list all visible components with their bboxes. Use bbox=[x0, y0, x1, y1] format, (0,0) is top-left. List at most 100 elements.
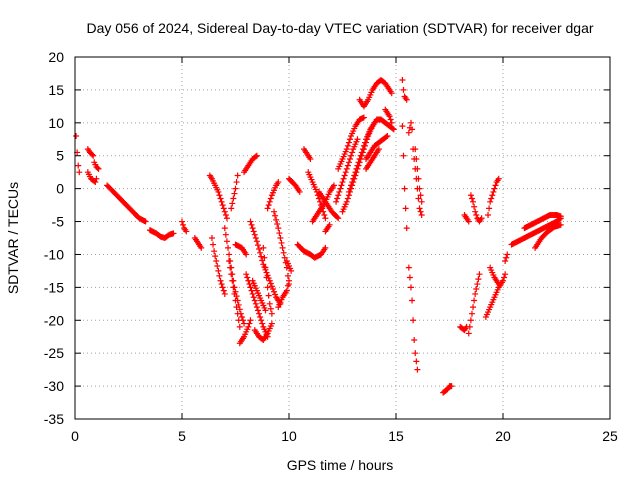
data-point bbox=[170, 230, 177, 237]
data-point bbox=[264, 272, 271, 279]
data-point bbox=[487, 198, 494, 205]
data-point bbox=[256, 245, 263, 252]
data-point bbox=[356, 156, 363, 163]
data-point bbox=[217, 195, 224, 202]
data-point bbox=[345, 159, 352, 166]
data-point bbox=[448, 383, 455, 390]
data-point bbox=[296, 188, 303, 195]
data-point bbox=[271, 208, 278, 215]
data-point bbox=[266, 198, 273, 205]
data-point bbox=[359, 146, 366, 153]
data-point bbox=[257, 313, 264, 320]
x-tick-label: 5 bbox=[178, 428, 186, 444]
data-point bbox=[413, 358, 420, 365]
y-tick-label: 20 bbox=[48, 49, 64, 65]
data-point bbox=[288, 267, 295, 274]
data-point bbox=[243, 251, 250, 258]
data-point bbox=[219, 202, 226, 209]
data-point bbox=[410, 317, 417, 324]
data-point bbox=[351, 172, 358, 179]
data-point bbox=[230, 195, 237, 202]
data-point bbox=[247, 218, 254, 225]
data-point bbox=[340, 175, 347, 182]
data-point bbox=[557, 213, 564, 220]
data-point bbox=[418, 211, 425, 218]
data-point bbox=[412, 350, 419, 357]
data-point bbox=[360, 142, 367, 149]
data-point bbox=[500, 277, 506, 284]
data-point bbox=[402, 205, 409, 212]
data-point bbox=[272, 212, 279, 219]
data-point bbox=[267, 195, 274, 202]
data-point bbox=[261, 264, 268, 271]
data-point bbox=[254, 242, 261, 249]
data-point bbox=[371, 119, 378, 126]
grid bbox=[75, 57, 610, 419]
data-point bbox=[252, 235, 259, 241]
y-tick-label: -25 bbox=[44, 345, 64, 361]
data-point bbox=[344, 142, 351, 149]
data-point bbox=[265, 275, 272, 282]
data-point bbox=[262, 266, 269, 273]
data-point bbox=[212, 253, 219, 260]
data-point bbox=[467, 192, 474, 199]
y-tick-label: 10 bbox=[48, 115, 64, 131]
data-point bbox=[233, 304, 240, 311]
data-point bbox=[92, 179, 99, 186]
data-point bbox=[210, 241, 217, 248]
data-point bbox=[418, 198, 425, 205]
data-point bbox=[468, 195, 475, 202]
data-point bbox=[330, 182, 337, 189]
data-point bbox=[250, 228, 257, 235]
x-tick-label: 10 bbox=[281, 428, 297, 444]
data-point bbox=[245, 323, 252, 330]
data-point bbox=[243, 271, 250, 278]
data-point bbox=[326, 221, 333, 228]
data-point bbox=[223, 215, 230, 222]
data-point bbox=[485, 211, 492, 218]
data-point bbox=[269, 286, 276, 293]
y-tick-labels: -35 -30 -25 -20 -15 -10 -5 0 5 10 15 20 bbox=[44, 49, 64, 427]
data-point bbox=[248, 287, 255, 294]
data-point bbox=[383, 133, 390, 140]
data-point bbox=[348, 152, 355, 159]
data-point bbox=[284, 272, 291, 279]
data-point bbox=[253, 238, 260, 245]
data-point bbox=[467, 317, 474, 324]
data-point bbox=[230, 284, 237, 291]
data-point bbox=[343, 146, 350, 153]
data-point bbox=[338, 182, 345, 189]
data-point bbox=[277, 235, 284, 241]
data-point bbox=[253, 304, 260, 311]
data-point bbox=[346, 156, 353, 163]
data-point bbox=[234, 310, 241, 317]
data-point bbox=[350, 175, 357, 182]
data-point bbox=[232, 185, 239, 192]
data-point bbox=[388, 90, 395, 97]
data-point bbox=[486, 205, 493, 212]
data-point bbox=[222, 211, 229, 218]
data-point bbox=[217, 277, 224, 284]
data-point bbox=[346, 136, 353, 143]
data-point bbox=[238, 313, 245, 320]
data-point bbox=[343, 165, 350, 172]
data-point bbox=[256, 310, 263, 317]
data-point bbox=[322, 244, 329, 251]
data-point bbox=[401, 185, 408, 192]
data-point bbox=[353, 165, 360, 172]
data-point bbox=[407, 119, 414, 126]
data-point bbox=[405, 129, 412, 136]
data-point bbox=[265, 202, 272, 209]
data-point bbox=[472, 290, 479, 297]
data-point bbox=[416, 205, 423, 212]
y-axis-title: SDTVAR / TECUs bbox=[5, 182, 21, 294]
data-point bbox=[268, 310, 275, 317]
data-point bbox=[214, 262, 221, 269]
data-point bbox=[279, 244, 286, 251]
data-point bbox=[411, 337, 418, 344]
y-tick-label: -5 bbox=[52, 214, 65, 230]
data-point bbox=[220, 287, 227, 294]
data-point bbox=[354, 136, 361, 143]
data-point bbox=[471, 297, 478, 304]
axis-ticks bbox=[74, 56, 611, 420]
